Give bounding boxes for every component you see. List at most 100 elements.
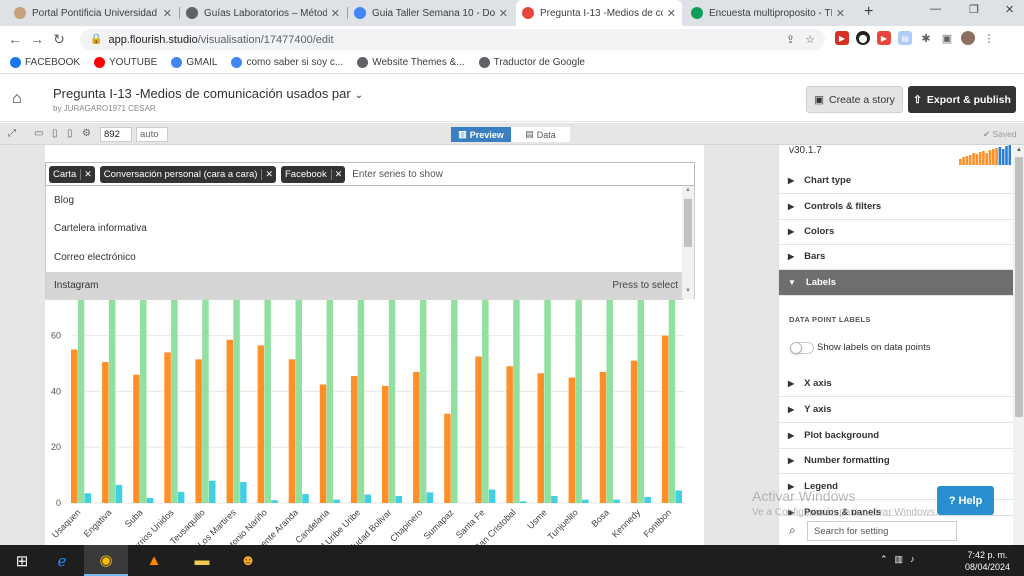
share-icon[interactable]: ⇪ — [785, 34, 796, 46]
create-story-button[interactable]: ▣ Create a story — [806, 86, 903, 113]
bar-0-7[interactable] — [288, 359, 296, 503]
bar-0-1[interactable] — [102, 362, 109, 503]
remove-chip-icon[interactable]: ✕ — [261, 168, 276, 180]
close-tab-icon[interactable]: ✕ — [835, 7, 845, 20]
fullscreen-icon[interactable]: ⤢ — [8, 128, 16, 139]
series-search-placeholder[interactable]: Enter series to show — [352, 168, 443, 180]
bar-1-7[interactable] — [295, 251, 303, 503]
series-option[interactable]: Cartelera informativa — [46, 215, 684, 243]
bar-2-6[interactable] — [271, 500, 278, 503]
bar-0-17[interactable] — [599, 371, 607, 503]
close-window-button[interactable]: ✕ — [1005, 4, 1015, 16]
extension-icon[interactable]: ▶ — [835, 31, 849, 45]
browser-tab[interactable]: Guia Taller Semana 10 - Docu ✕ — [348, 0, 514, 26]
bar-1-2[interactable] — [140, 251, 147, 503]
bar-1-6[interactable] — [264, 251, 271, 503]
bar-2-11[interactable] — [426, 492, 434, 503]
dropdown-scroll-thumb[interactable] — [684, 199, 692, 247]
close-tab-icon[interactable]: ✕ — [162, 7, 172, 20]
forward-icon[interactable]: → — [30, 31, 44, 47]
bar-0-5[interactable] — [226, 339, 234, 503]
bar-1-13[interactable] — [482, 251, 489, 503]
bar-1-0[interactable] — [77, 251, 85, 503]
vlc-icon[interactable]: ▲ — [146, 552, 162, 569]
bar-0-10[interactable] — [382, 385, 389, 503]
bar-2-7[interactable] — [302, 494, 309, 503]
settings-section[interactable]: ▶ Bars — [779, 244, 1013, 270]
network-icon[interactable]: ▥ — [894, 554, 904, 564]
url-bar[interactable]: 🔒 app.flourish.studio/visualisation/1747… — [80, 29, 825, 50]
bar-0-6[interactable] — [257, 345, 265, 503]
bar-0-11[interactable] — [413, 371, 420, 503]
bar-2-14[interactable] — [520, 501, 527, 503]
windows-start-icon[interactable]: ⊞ — [15, 552, 29, 570]
series-chip[interactable]: Carta ✕ — [49, 165, 95, 183]
bar-0-4[interactable] — [195, 359, 202, 503]
bar-0-12[interactable] — [444, 413, 451, 503]
bar-2-16[interactable] — [582, 499, 589, 503]
bar-1-1[interactable] — [108, 251, 116, 503]
settings-section[interactable]: ▶ Chart type — [779, 168, 1013, 194]
taskbar-clock[interactable]: 7:42 p. m. 08/04/2024 — [965, 549, 1010, 573]
settings-section[interactable]: ▶ X axis — [779, 371, 1013, 397]
puzzle-icon[interactable]: ✱ — [921, 32, 931, 45]
tablet-icon[interactable]: ▯ — [52, 128, 58, 139]
bookmark-item[interactable]: Website Themes &... — [357, 57, 465, 68]
bookmark-item[interactable]: YOUTUBE — [94, 57, 157, 68]
tab-preview[interactable]: ▥ Preview — [451, 127, 511, 142]
bar-2-2[interactable] — [146, 497, 154, 503]
browser-tab[interactable]: Portal Pontificia Universidad Ja ✕ — [8, 0, 178, 26]
tab-data[interactable]: ▤ Data — [511, 127, 570, 142]
bar-2-8[interactable] — [333, 499, 340, 503]
settings-section[interactable]: ▶ Colors — [779, 219, 1013, 245]
sidepanel-icon[interactable]: ▣ — [941, 32, 953, 45]
bookmark-star-icon[interactable]: ☆ — [805, 34, 815, 46]
series-selector[interactable]: Carta ✕ Conversación personal (cara a cara… — [45, 162, 695, 186]
bar-0-19[interactable] — [661, 335, 669, 503]
gear-icon[interactable]: ⚙ — [82, 128, 91, 139]
bar-1-16[interactable] — [575, 251, 582, 503]
close-tab-icon[interactable]: ✕ — [330, 7, 340, 20]
bar-1-5[interactable] — [233, 251, 240, 503]
series-option[interactable]: Instagram Press to select — [46, 271, 684, 300]
series-chip[interactable]: Facebook ✕ — [280, 165, 346, 183]
height-input[interactable]: auto — [136, 127, 168, 142]
extension-icon[interactable]: ▤ — [898, 31, 912, 45]
settings-section[interactable]: ▶ Controls & filters — [779, 194, 1013, 220]
bar-0-16[interactable] — [568, 377, 576, 503]
bar-2-0[interactable] — [84, 493, 92, 503]
scroll-down-icon[interactable]: ▼ — [685, 288, 691, 294]
bar-2-19[interactable] — [675, 490, 683, 503]
bar-2-5[interactable] — [240, 482, 247, 503]
bar-0-14[interactable] — [506, 366, 513, 503]
width-input[interactable]: 892 — [100, 127, 132, 142]
bookmark-item[interactable]: GMAIL — [171, 57, 217, 68]
bar-1-8[interactable] — [326, 251, 334, 503]
menu-dots-icon[interactable]: ⋮ — [983, 32, 995, 45]
bar-1-9[interactable] — [357, 251, 365, 503]
close-tab-icon[interactable]: ✕ — [498, 7, 508, 20]
bar-2-3[interactable] — [177, 491, 185, 503]
mobile-icon[interactable]: ▯ — [67, 128, 73, 139]
settings-section[interactable]: ▶ Y axis — [779, 397, 1013, 423]
bar-1-11[interactable] — [419, 251, 427, 503]
bar-0-0[interactable] — [71, 349, 78, 503]
help-button[interactable]: ? Help — [937, 486, 994, 515]
settings-section[interactable]: ▶ Plot background — [779, 423, 1013, 449]
show-labels-toggle[interactable] — [790, 342, 814, 354]
chrome-icon[interactable]: ◉ — [84, 545, 128, 576]
scroll-up-icon[interactable]: ▲ — [685, 187, 691, 193]
bar-2-4[interactable] — [209, 480, 216, 503]
bar-0-18[interactable] — [630, 360, 638, 503]
bar-2-15[interactable] — [551, 496, 558, 503]
remove-chip-icon[interactable]: ✕ — [80, 168, 95, 180]
new-tab-button[interactable]: + — [864, 3, 874, 20]
avatar[interactable] — [961, 31, 975, 45]
bar-1-12[interactable] — [451, 251, 458, 503]
bar-0-9[interactable] — [350, 376, 358, 503]
series-option[interactable]: Blog — [46, 186, 684, 214]
browser-tab[interactable]: Pregunta I-13 -Medios de com ✕ — [516, 0, 682, 26]
browser-tab[interactable]: Guías Laboratorios – Métodos ✕ — [180, 0, 346, 26]
bar-0-13[interactable] — [475, 356, 482, 503]
bookmark-item[interactable]: como saber si soy c... — [231, 57, 343, 68]
